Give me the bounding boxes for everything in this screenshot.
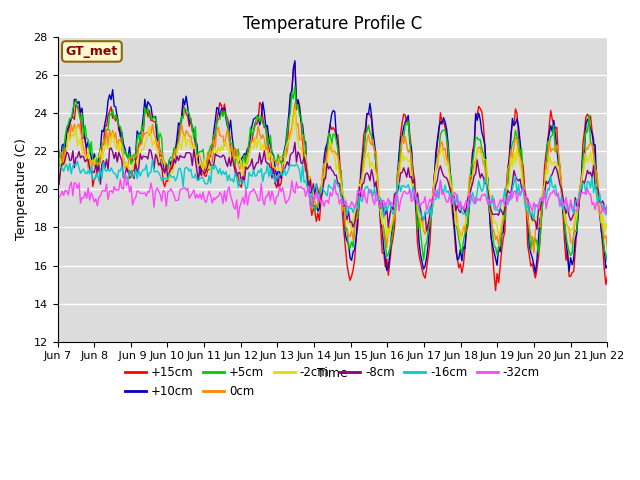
-32cm [297,184,305,190]
+10cm [296,106,303,112]
-8cm [291,140,299,145]
-16cm [604,204,611,209]
-8cm [245,164,253,169]
Title: Temperature Profile C: Temperature Profile C [243,15,422,33]
+15cm [492,288,499,293]
-8cm [121,172,129,178]
-8cm [54,153,61,158]
+15cm [604,274,611,279]
-32cm [123,182,131,188]
+15cm [236,182,244,188]
+10cm [291,58,299,64]
-2cm [245,154,253,159]
Line: +10cm: +10cm [58,61,607,273]
0cm [218,133,225,139]
-2cm [236,152,244,158]
+5cm [236,158,244,164]
+15cm [54,168,61,174]
+15cm [296,102,303,108]
0cm [291,100,299,106]
Text: GT_met: GT_met [66,45,118,58]
+10cm [576,187,584,192]
-16cm [121,171,129,177]
-8cm [236,169,244,175]
+5cm [121,148,129,154]
-16cm [54,166,61,172]
-2cm [218,143,225,149]
-2cm [456,237,464,243]
+15cm [218,102,225,108]
-2cm [604,228,611,233]
+5cm [54,149,61,155]
+5cm [291,83,299,89]
+5cm [604,259,611,264]
-2cm [121,164,129,170]
+10cm [245,144,253,150]
-32cm [234,216,242,222]
0cm [245,153,253,158]
+5cm [245,139,253,145]
Line: -32cm: -32cm [58,173,607,219]
-2cm [291,106,299,112]
-8cm [576,193,584,199]
+15cm [576,191,584,197]
-16cm [420,218,428,224]
-2cm [54,170,61,176]
+10cm [54,166,61,172]
0cm [236,167,244,172]
Line: -8cm: -8cm [58,143,607,231]
+5cm [296,113,303,119]
+15cm [121,165,129,170]
-16cm [219,168,227,174]
0cm [530,250,538,256]
+15cm [245,146,253,152]
Line: +15cm: +15cm [58,63,607,290]
-32cm [576,192,584,198]
+5cm [575,203,582,208]
-32cm [54,201,61,207]
+10cm [218,106,225,112]
0cm [576,183,584,189]
Line: +5cm: +5cm [58,86,607,262]
X-axis label: Time: Time [317,367,348,380]
-2cm [576,196,584,202]
+10cm [121,146,129,152]
-16cm [576,189,584,194]
-8cm [296,152,303,157]
-32cm [121,170,129,176]
Line: -2cm: -2cm [58,109,607,240]
0cm [54,160,61,166]
-16cm [246,172,254,178]
-32cm [219,201,227,206]
-8cm [604,204,611,209]
Line: 0cm: 0cm [58,103,607,253]
+10cm [604,263,611,269]
+5cm [218,108,225,114]
0cm [296,137,303,143]
Legend: +15cm, +10cm, +5cm, 0cm, -2cm, -8cm, -16cm, -32cm: +15cm, +10cm, +5cm, 0cm, -2cm, -8cm, -16… [120,361,545,403]
-32cm [239,194,246,200]
-32cm [604,202,611,207]
0cm [121,159,129,165]
-16cm [148,157,156,163]
-16cm [296,168,303,173]
-2cm [296,145,303,151]
-32cm [248,188,256,194]
-8cm [423,228,431,234]
Y-axis label: Temperature (C): Temperature (C) [15,139,28,240]
Line: -16cm: -16cm [58,160,607,221]
-16cm [237,177,245,182]
+10cm [532,270,540,276]
+15cm [291,60,299,66]
+10cm [236,160,244,166]
-8cm [218,154,225,160]
0cm [604,246,611,252]
